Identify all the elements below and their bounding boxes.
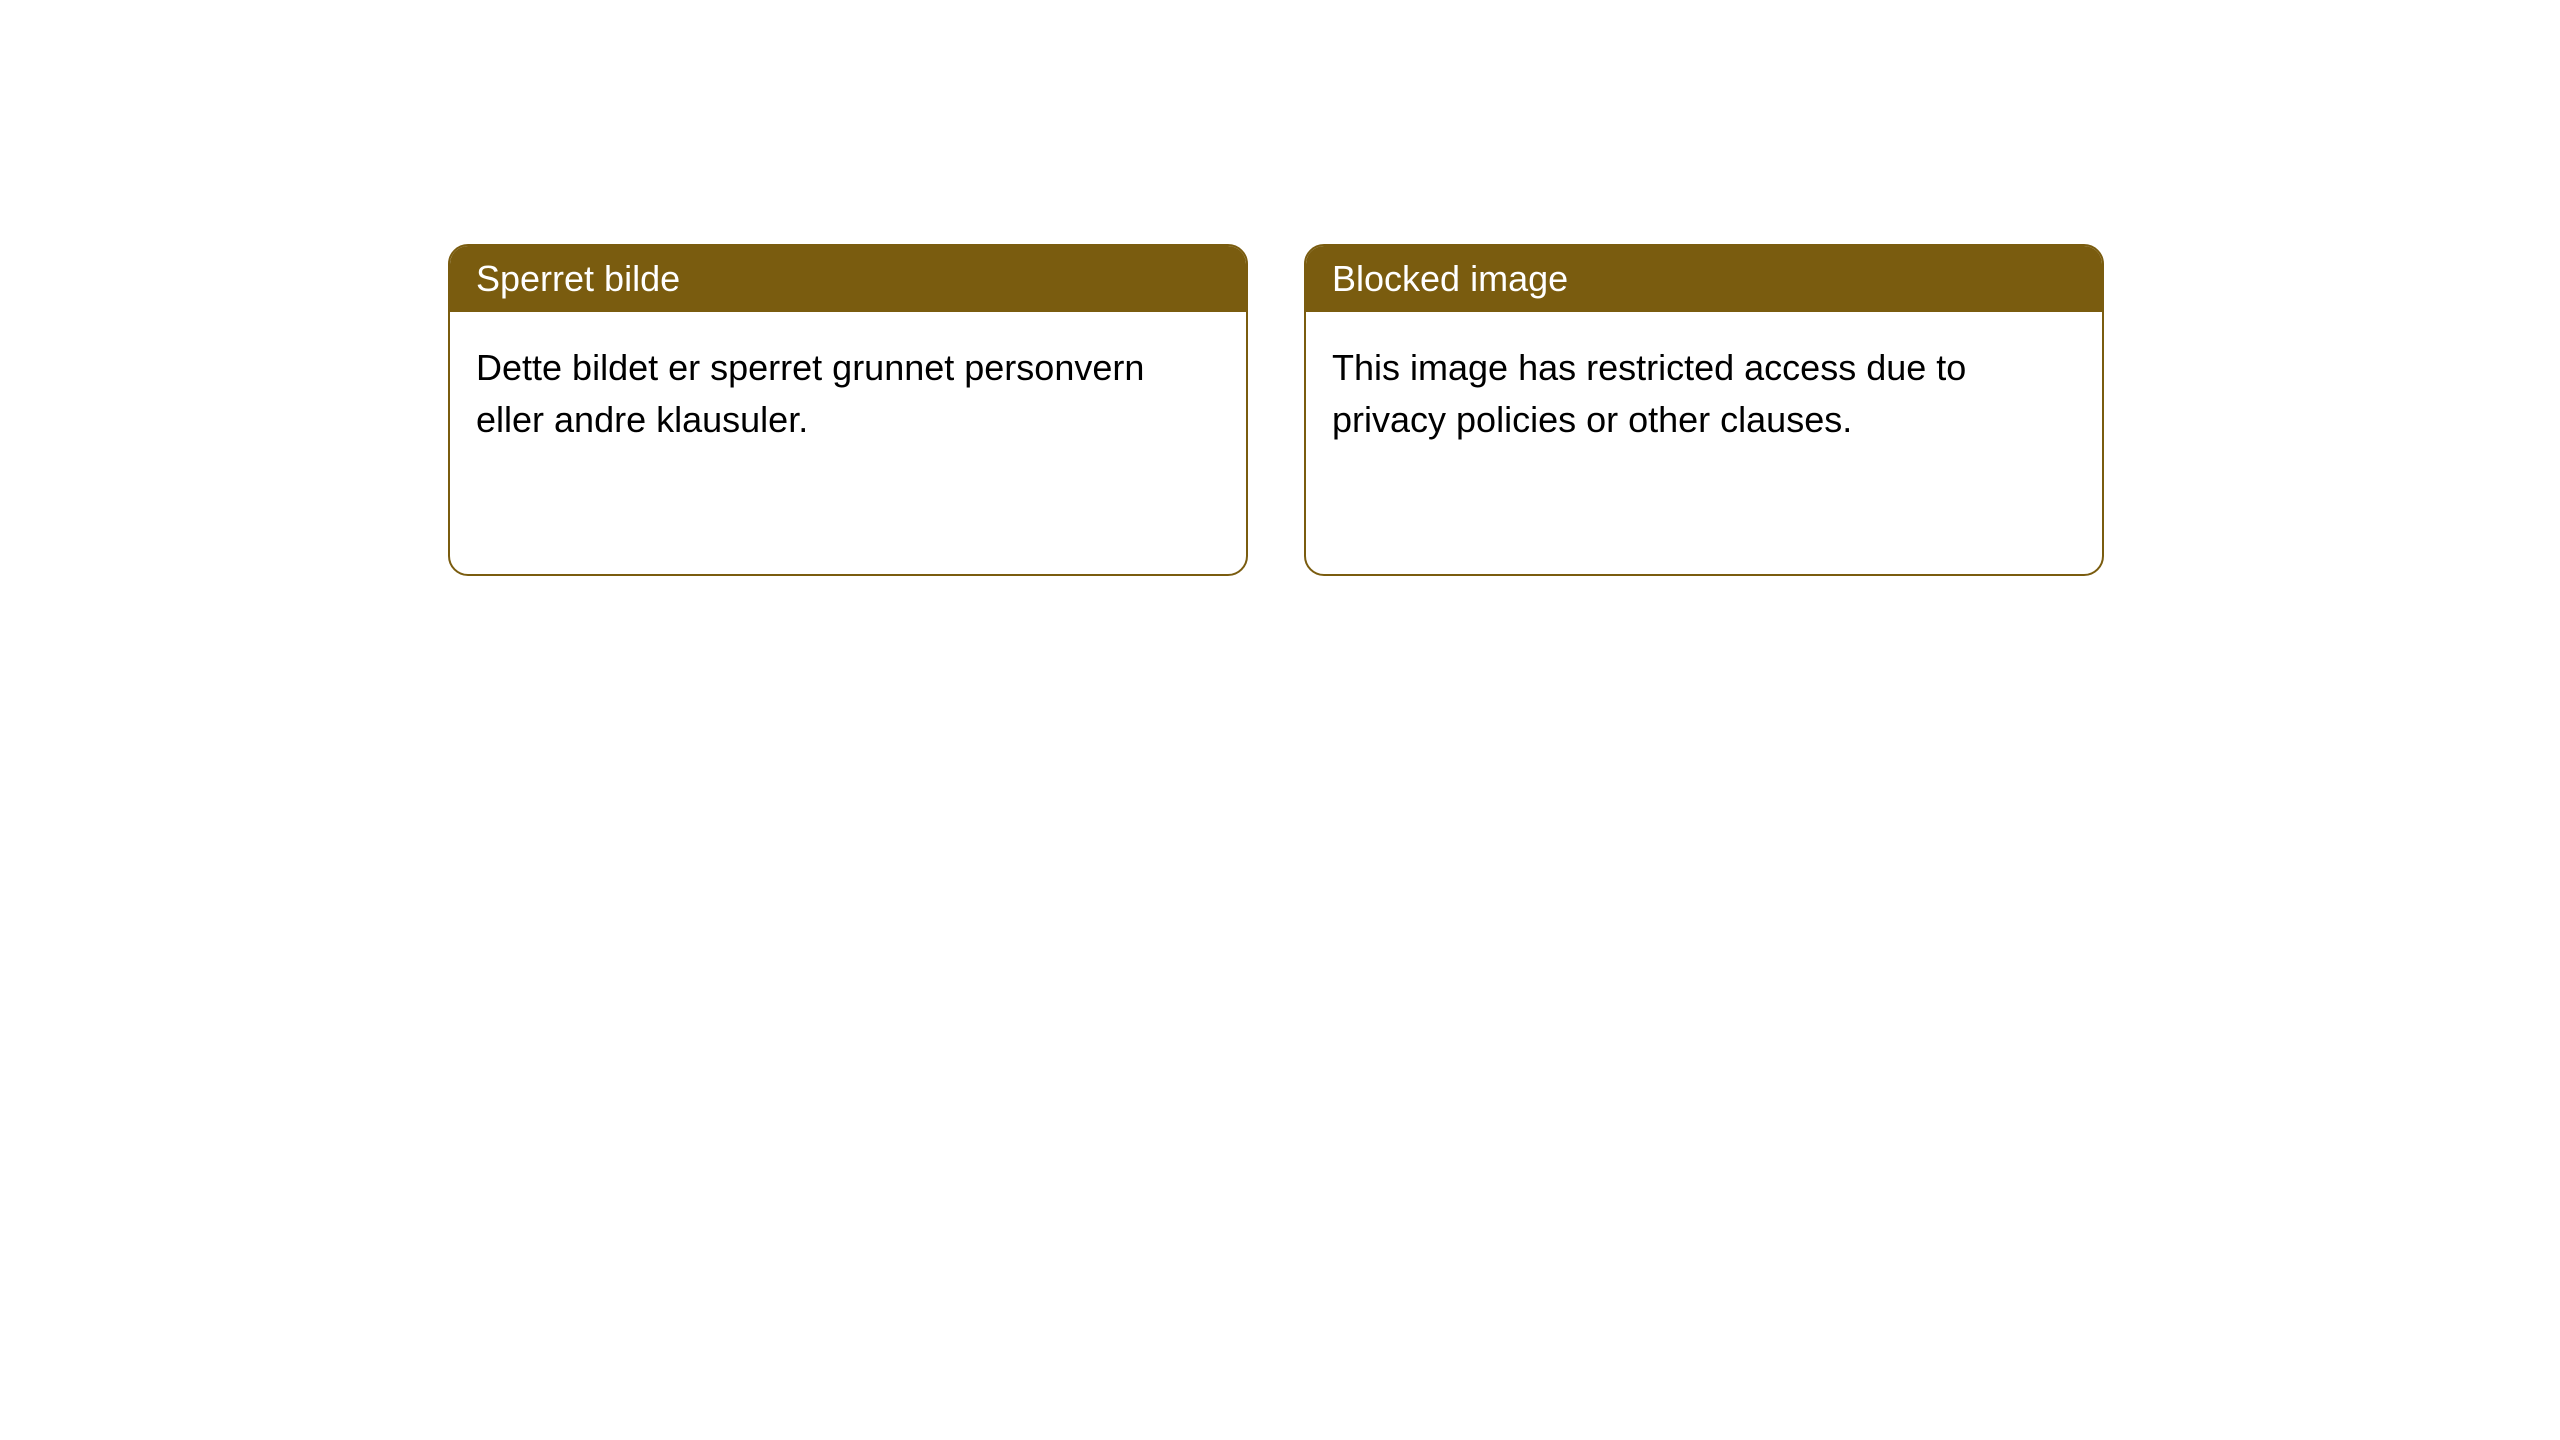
notice-card-body: This image has restricted access due to …	[1306, 312, 2102, 476]
notice-card-header: Blocked image	[1306, 246, 2102, 312]
notice-card-body: Dette bildet er sperret grunnet personve…	[450, 312, 1246, 476]
notice-card-title: Sperret bilde	[476, 258, 680, 299]
notice-card-english: Blocked image This image has restricted …	[1304, 244, 2104, 576]
notice-card-title: Blocked image	[1332, 258, 1568, 299]
notice-card-norwegian: Sperret bilde Dette bildet er sperret gr…	[448, 244, 1248, 576]
notice-card-text: Dette bildet er sperret grunnet personve…	[476, 347, 1144, 440]
notice-card-text: This image has restricted access due to …	[1332, 347, 1966, 440]
notice-container: Sperret bilde Dette bildet er sperret gr…	[448, 244, 2104, 576]
notice-card-header: Sperret bilde	[450, 246, 1246, 312]
